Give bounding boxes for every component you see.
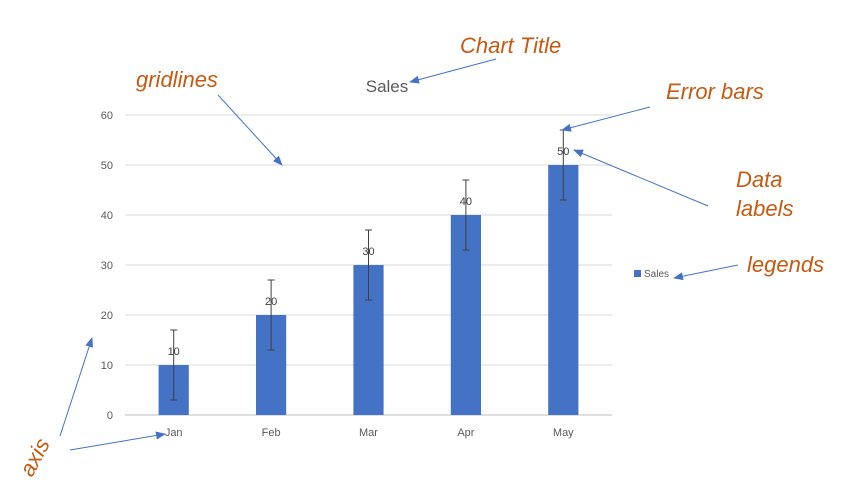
annotation-gridlines: gridlines — [136, 67, 218, 92]
annotations: Chart Title gridlines Error bars Data la… — [14, 33, 824, 480]
arrow-chart-title — [409, 58, 497, 84]
x-tick-label: Feb — [262, 427, 281, 439]
x-tick-label: Jan — [165, 427, 183, 439]
y-tick-label: 10 — [101, 360, 113, 372]
data-label: 50 — [557, 146, 569, 158]
annotation-error-bars: Error bars — [666, 79, 764, 104]
data-label: 30 — [362, 246, 374, 258]
x-tick-label: Mar — [359, 427, 378, 439]
y-tick-label: 20 — [101, 310, 113, 322]
annotation-axis: axis — [14, 434, 54, 480]
y-tick-label: 0 — [107, 410, 113, 422]
error-bar — [267, 279, 275, 351]
annotation-arrows — [59, 58, 739, 451]
error-bar — [462, 179, 470, 251]
data-labels: 10 20 30 40 50 — [168, 146, 570, 358]
y-tick-label: 30 — [101, 260, 113, 272]
x-tick-label: Apr — [457, 427, 474, 439]
arrow-data-labels — [573, 149, 709, 207]
data-label: 20 — [265, 296, 277, 308]
error-bar — [170, 329, 178, 401]
y-tick-label: 50 — [101, 160, 113, 172]
arrow-axis-y — [59, 337, 94, 437]
arrow-legends — [673, 264, 739, 281]
arrow-gridlines — [217, 94, 283, 166]
legend-label: Sales — [644, 269, 669, 280]
annotation-chart-title: Chart Title — [460, 33, 561, 58]
y-axis-tick-labels: 0 10 20 30 40 50 60 — [101, 110, 113, 422]
error-bars — [170, 129, 567, 401]
y-tick-label: 40 — [101, 210, 113, 222]
arrow-error-bars — [561, 106, 651, 132]
legend-swatch — [634, 270, 641, 277]
x-axis-tick-labels: Jan Feb Mar Apr May — [165, 427, 574, 439]
annotation-data-line1: Data — [736, 167, 782, 192]
bar — [548, 165, 579, 415]
legend: Sales — [634, 269, 669, 280]
error-bar — [365, 229, 372, 301]
y-tick-label: 60 — [101, 110, 113, 122]
arrow-axis-x — [69, 431, 166, 451]
annotation-legends: legends — [747, 252, 824, 277]
chart-title: Sales — [366, 77, 409, 96]
x-tick-label: May — [553, 427, 574, 439]
data-label: 40 — [460, 196, 472, 208]
data-label: 10 — [168, 346, 180, 358]
annotation-data-line2: labels — [736, 196, 793, 221]
